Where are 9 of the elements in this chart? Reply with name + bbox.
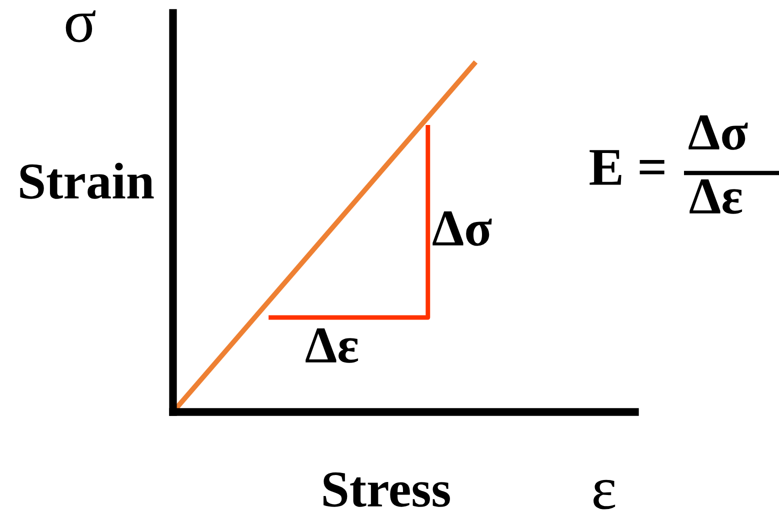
annotation: Δσ bbox=[432, 211, 492, 246]
annotation: E = bbox=[590, 150, 664, 185]
x-axis-title: Stress bbox=[324, 472, 450, 507]
y-axis-title: Strain bbox=[20, 162, 154, 199]
text: σ bbox=[66, 10, 96, 42]
text: Δσ bbox=[688, 115, 748, 150]
annotation: Δε bbox=[306, 328, 358, 363]
text: ε bbox=[594, 480, 616, 510]
text: Δε bbox=[690, 179, 742, 214]
